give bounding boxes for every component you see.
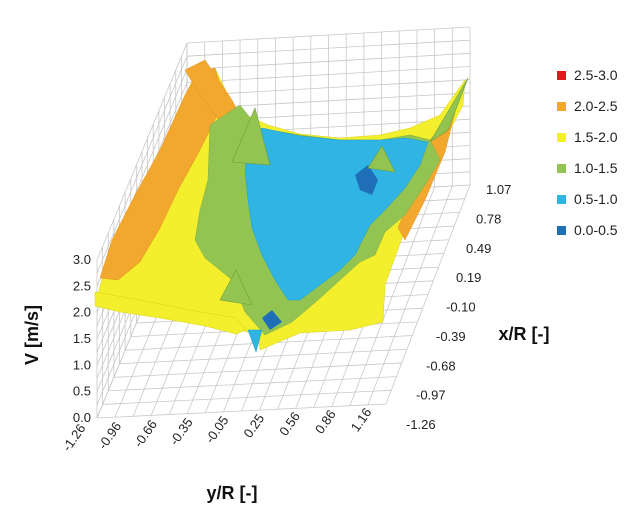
legend: 2.5-3.0 2.0-2.5 1.5-2.0 1.0-1.5 0.5-1.0 0.0-0… (557, 67, 618, 238)
y-over-r-tick-label: -0.66 (131, 417, 160, 450)
y-over-r-tick-label: 0.56 (276, 409, 303, 438)
surface-peak-corner (429, 77, 469, 143)
surface-band-darkblue (262, 310, 282, 330)
x-over-r-axis-ticks: 1.07 0.78 0.49 0.19 -0.10 -0.39 -0.68 -0.97 -1.2… (406, 182, 511, 432)
grid-line (108, 376, 397, 392)
surface-dip (247, 329, 263, 353)
legend-label: 2.0-2.5 (574, 98, 618, 114)
grid-line (119, 348, 408, 365)
surface-band-blue (244, 127, 429, 301)
legend-swatch (557, 164, 566, 173)
z-axis-label: V [m/s] (22, 305, 42, 365)
z-tick-label: 2.0 (73, 305, 91, 320)
surface-spike (219, 269, 253, 306)
surface-band-darkblue (355, 165, 378, 195)
legend-swatch (557, 102, 566, 111)
y-over-r-tick-label: 0.86 (312, 407, 339, 436)
x-over-r-tick-label: 1.07 (486, 182, 511, 197)
y-over-r-tick-label: -0.35 (166, 415, 195, 448)
z-tick-label: 0.5 (73, 384, 91, 399)
z-axis-ticks: 3.0 2.5 2.0 1.5 1.0 0.5 0.0 (73, 252, 91, 425)
legend-label: 0.0-0.5 (574, 222, 618, 238)
z-tick-label: 3.0 (73, 252, 91, 267)
y-over-r-tick-label: -0.05 (202, 413, 231, 446)
z-tick-label: 1.5 (73, 331, 91, 346)
legend-label: 1.0-1.5 (574, 160, 618, 176)
x-over-r-axis-label: x/R [-] (499, 324, 550, 344)
z-tick-label: 1.0 (73, 357, 91, 372)
surface-spike (367, 145, 396, 173)
grid-line (113, 362, 402, 378)
x-over-r-tick-label: 0.49 (466, 241, 491, 256)
x-over-r-tick-label: -0.97 (416, 388, 446, 403)
z-tick-label: 0.0 (73, 410, 91, 425)
y-over-r-tick-label: 1.16 (348, 405, 375, 434)
surface-front-lip (94, 291, 247, 335)
y-over-r-axis-label: y/R [-] (207, 483, 258, 503)
surface-spike (231, 107, 271, 166)
legend-swatch (557, 195, 566, 204)
legend-label: 2.5-3.0 (574, 67, 618, 83)
grid-line (96, 403, 387, 419)
legend-label: 1.5-2.0 (574, 129, 618, 145)
y-over-r-tick-label: -0.96 (95, 419, 124, 452)
x-over-r-tick-label: -0.39 (436, 329, 466, 344)
grid-line (102, 389, 392, 405)
x-over-r-tick-label: -0.68 (426, 358, 456, 373)
z-tick-label: 2.5 (73, 278, 91, 293)
x-over-r-tick-label: 0.19 (456, 270, 481, 285)
legend-label: 0.5-1.0 (574, 191, 618, 207)
x-over-r-tick-label: -0.10 (446, 300, 476, 315)
velocity-surface (94, 59, 469, 353)
x-over-r-tick-label: 0.78 (476, 211, 501, 226)
x-over-r-tick-label: -1.26 (406, 417, 436, 432)
legend-swatch (557, 133, 566, 142)
y-over-r-tick-label: 0.25 (240, 411, 267, 440)
legend-swatch (557, 226, 566, 235)
y-over-r-tick-label: -1.26 (59, 421, 88, 454)
legend-swatch (557, 71, 566, 80)
